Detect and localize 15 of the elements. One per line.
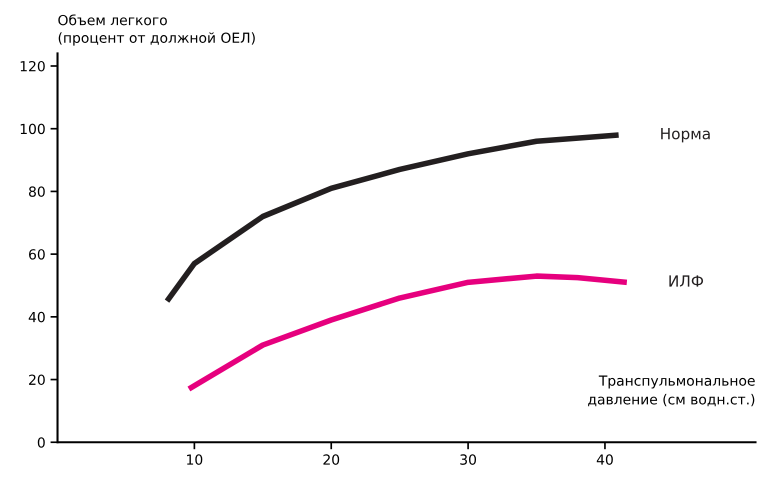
y-tick-label: 120 <box>20 60 45 72</box>
x-axis-title: Транспульмональное давление (см водн.ст.) <box>588 376 755 406</box>
y-tick-label: 80 <box>28 186 45 197</box>
y-tick-label: 40 <box>28 312 45 322</box>
y-axis-title: Объем легкого (процент от должной ОЕЛ) <box>58 14 255 46</box>
x-tick-label: 10 <box>187 454 202 465</box>
text: ИЛФ <box>669 275 704 287</box>
x-tick-label: 40 <box>596 454 613 465</box>
x-tick-label: 20 <box>323 454 340 465</box>
text: Норма <box>661 128 710 142</box>
y-tick-label: 20 <box>29 374 45 386</box>
y-tick-label: 0 <box>38 437 45 448</box>
x-tick-label: 30 <box>460 454 476 465</box>
y-tick-label: 60 <box>29 249 45 260</box>
y-tick-label: 100 <box>20 124 45 134</box>
